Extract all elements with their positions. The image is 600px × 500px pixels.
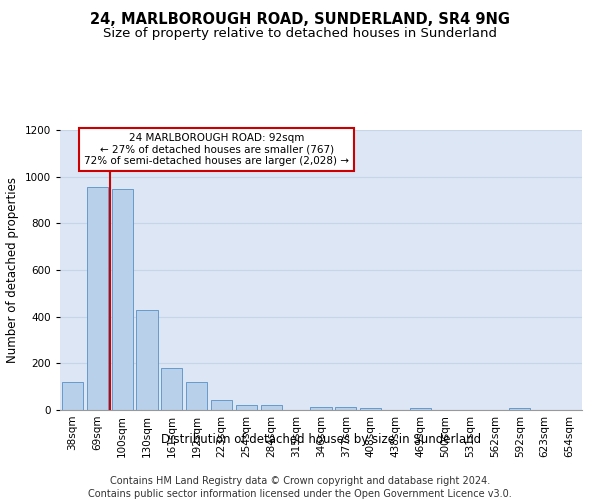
- Bar: [186, 382, 207, 410]
- Bar: [335, 406, 356, 410]
- Text: Contains public sector information licensed under the Open Government Licence v3: Contains public sector information licen…: [88, 489, 512, 499]
- Bar: [509, 408, 530, 410]
- Text: Distribution of detached houses by size in Sunderland: Distribution of detached houses by size …: [161, 432, 481, 446]
- Bar: [161, 368, 182, 410]
- Bar: [62, 382, 83, 410]
- Text: 24 MARLBOROUGH ROAD: 92sqm
← 27% of detached houses are smaller (767)
72% of sem: 24 MARLBOROUGH ROAD: 92sqm ← 27% of deta…: [84, 133, 349, 166]
- Bar: [261, 406, 282, 410]
- Bar: [410, 408, 431, 410]
- Text: 24, MARLBOROUGH ROAD, SUNDERLAND, SR4 9NG: 24, MARLBOROUGH ROAD, SUNDERLAND, SR4 9N…: [90, 12, 510, 28]
- Bar: [87, 187, 108, 410]
- Text: Contains HM Land Registry data © Crown copyright and database right 2024.: Contains HM Land Registry data © Crown c…: [110, 476, 490, 486]
- Bar: [310, 406, 332, 410]
- Text: Size of property relative to detached houses in Sunderland: Size of property relative to detached ho…: [103, 28, 497, 40]
- Bar: [112, 189, 133, 410]
- Bar: [360, 408, 381, 410]
- Bar: [211, 400, 232, 410]
- Y-axis label: Number of detached properties: Number of detached properties: [6, 177, 19, 363]
- Bar: [136, 310, 158, 410]
- Bar: [236, 406, 257, 410]
